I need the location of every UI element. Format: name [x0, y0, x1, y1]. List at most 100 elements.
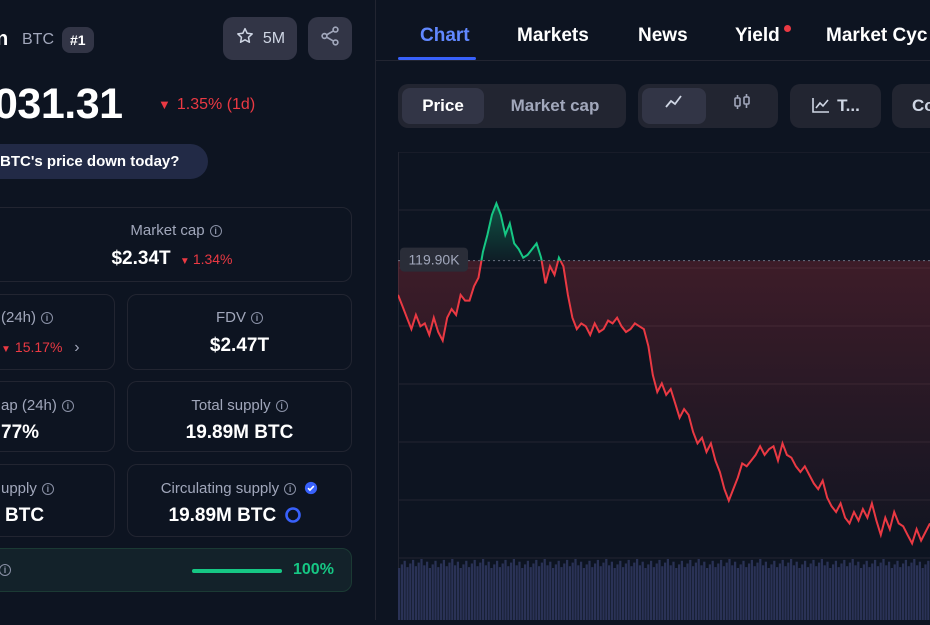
volume-bar [591, 567, 594, 620]
share-button[interactable] [308, 17, 352, 60]
volume-bar [524, 564, 527, 620]
volume-bar [862, 564, 865, 620]
info-icon[interactable]: i [275, 400, 288, 412]
price-chart[interactable]: 119.90K [398, 151, 930, 620]
price-question-pill[interactable]: BTC's price down today? [0, 144, 208, 179]
volume-bar [672, 561, 675, 620]
volume-bar [400, 564, 403, 620]
volume-bar [529, 567, 532, 620]
volume-bar [442, 559, 445, 620]
price-toggle[interactable]: Price [402, 88, 484, 124]
circulating-supply-label: Circulating supply [160, 480, 280, 497]
volume-bar [848, 562, 851, 620]
volume-bar [865, 560, 868, 620]
supply-progress-card: i 100% [0, 548, 352, 592]
volume-bar [515, 565, 518, 620]
baseline-label: 119.90K [408, 252, 460, 268]
coin-name: n [0, 28, 9, 50]
volume-bar [610, 561, 613, 620]
volume-bar [414, 566, 417, 620]
volume-bar [868, 567, 871, 620]
volume-bar [594, 563, 597, 620]
volume-bar [675, 568, 678, 620]
tab-yield[interactable]: Yield [735, 25, 780, 46]
volume-bar [837, 567, 840, 620]
supply-progress-fill [192, 569, 282, 573]
price-line-up [480, 200, 562, 261]
volume-bar [507, 566, 510, 620]
volume-bar [647, 564, 650, 620]
volume-bar [526, 560, 529, 620]
info-icon[interactable]: i [251, 312, 263, 324]
volume-card[interactable]: (24h) i ▼ 15.17% › [0, 294, 115, 370]
volume-bar [714, 567, 717, 620]
volume-bar [540, 562, 543, 620]
price-mktcap-toggle: Price Market cap [398, 84, 626, 128]
volume-bar [700, 565, 703, 620]
volume-bar [893, 564, 896, 620]
tab-markets[interactable]: Markets [517, 25, 589, 46]
share-icon [319, 25, 341, 52]
info-icon[interactable]: i [41, 483, 54, 495]
volume-bar [812, 559, 815, 620]
volume-bar [874, 559, 877, 620]
info-icon[interactable]: i [209, 225, 222, 237]
volume-bar [650, 560, 653, 620]
market-cap-toggle[interactable]: Market cap [510, 96, 600, 115]
volume-bar [717, 563, 720, 620]
volume-bar [468, 567, 471, 620]
info-icon[interactable]: i [284, 483, 297, 495]
rank-badge: #1 [62, 27, 94, 53]
volume-bar [896, 560, 899, 620]
volume-bar [815, 566, 818, 620]
volume-bar [666, 559, 669, 620]
volume-bar [882, 559, 885, 620]
tab-chart[interactable]: Chart [420, 25, 470, 46]
market-cap-change: ▼ 1.34% [179, 251, 233, 267]
info-icon[interactable]: i [61, 400, 74, 412]
verified-icon [304, 481, 318, 499]
volume-bar [582, 568, 585, 620]
info-icon[interactable]: i [41, 312, 54, 324]
volume-bar [820, 559, 823, 620]
line-chart-button[interactable] [642, 88, 706, 124]
volume-bar [706, 568, 709, 620]
volume-bar [686, 563, 689, 620]
volume-bar [832, 564, 835, 620]
volume-bar [736, 568, 739, 620]
volume-bar [412, 559, 415, 620]
max-supply-card: upply i BTC [0, 464, 115, 537]
info-icon[interactable]: i [0, 564, 11, 576]
tab-news[interactable]: News [638, 25, 688, 46]
tabs-divider [376, 60, 930, 61]
volume-bar [552, 568, 555, 620]
volume-bar [879, 562, 882, 620]
tradingview-button[interactable]: T... [790, 84, 881, 128]
volume-bar [669, 565, 672, 620]
volume-bar [725, 562, 728, 620]
volume-change: ▼ 15.17% › [1, 339, 80, 356]
volume-bar [577, 565, 580, 620]
line-chart-icon [664, 89, 684, 125]
candlestick-button[interactable] [710, 88, 774, 124]
tab-market-cycles[interactable]: Market Cyc [826, 25, 928, 46]
volume-bar [756, 562, 759, 620]
trend-chart-icon [811, 91, 831, 127]
volume-bar [613, 568, 616, 620]
volume-bar [633, 562, 636, 620]
volume-bar [616, 564, 619, 620]
volume-bar [580, 561, 583, 620]
volume-bar [470, 563, 473, 620]
volume-bar [851, 559, 854, 620]
volume-bar [871, 563, 874, 620]
volume-bar [636, 559, 639, 620]
volume-bar [776, 567, 779, 620]
volume-bar [398, 568, 401, 620]
volume-bar [644, 568, 647, 620]
volume-bar [630, 566, 633, 620]
compare-button[interactable]: Co [892, 84, 930, 128]
chart-style-toggle [638, 84, 778, 128]
volume-bar [722, 566, 725, 620]
supply-progress-track [192, 569, 282, 573]
watchlist-button[interactable]: 5M [223, 17, 297, 60]
